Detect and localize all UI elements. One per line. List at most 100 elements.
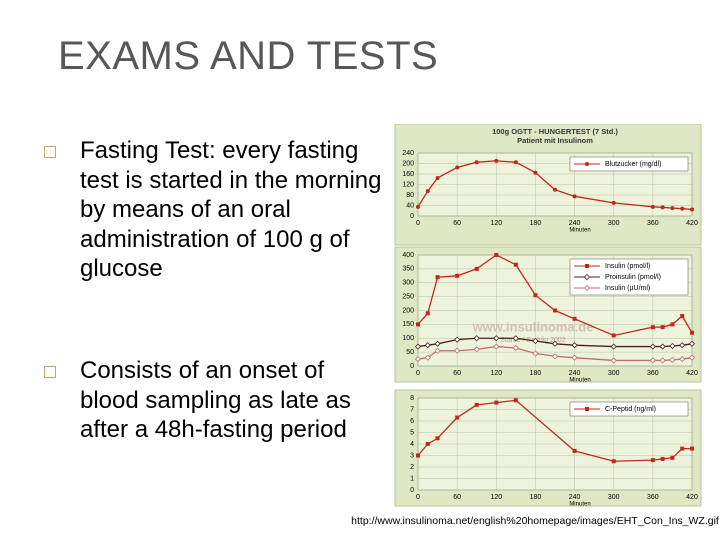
data-point [572, 448, 577, 453]
chart-image: 100g OGTT - HUNGERTEST (7 Std.)Patient m… [394, 124, 702, 508]
y-tick-label: 200 [402, 160, 414, 167]
legend-marker [585, 162, 589, 166]
x-tick-label: 120 [490, 220, 502, 227]
data-point [649, 357, 656, 364]
y-tick-label: 150 [402, 321, 414, 328]
legend-label: Insulin (pmol/l) [605, 263, 651, 270]
data-point [414, 355, 422, 363]
x-tick-label: 120 [490, 494, 502, 501]
data-point [680, 206, 685, 211]
data-point [513, 398, 518, 403]
x-tick-label: 0 [416, 494, 420, 501]
data-point [474, 160, 479, 165]
data-point [416, 322, 420, 327]
annotation: www.insulinoma.de [472, 319, 594, 334]
data-point [611, 333, 616, 338]
y-tick-label: 0 [410, 363, 414, 370]
y-tick-label: 300 [402, 280, 414, 287]
data-point [670, 322, 675, 327]
data-point [532, 350, 539, 357]
x-tick-label: 240 [569, 494, 581, 501]
data-point [679, 355, 686, 363]
data-point [571, 354, 578, 361]
x-tick-label: 240 [569, 220, 581, 227]
data-point [513, 160, 518, 165]
legend-label: Blutzucker (mg/dl) [605, 161, 661, 168]
x-tick-label: 420 [686, 220, 698, 227]
data-point [473, 346, 480, 353]
data-point [649, 343, 656, 350]
y-tick-label: 3 [410, 452, 414, 459]
data-point [688, 340, 696, 347]
data-point [494, 400, 499, 405]
data-point [512, 335, 519, 342]
y-tick-label: 240 [402, 150, 414, 157]
data-point [455, 415, 460, 420]
series-line [417, 337, 693, 348]
y-tick-label: 250 [402, 293, 414, 300]
data-point [425, 189, 430, 194]
bullet-text: Consists of an onset of blood sampling a… [80, 357, 351, 443]
data-point [571, 342, 578, 349]
data-point [455, 165, 460, 170]
x-tick-label: 60 [453, 494, 461, 501]
x-tick-label: 300 [608, 494, 620, 501]
x-axis-label: Minuten [569, 378, 590, 384]
data-point [551, 340, 559, 347]
x-tick-label: 180 [530, 220, 542, 227]
x-tick-label: 180 [530, 370, 542, 377]
legend [569, 401, 689, 417]
x-tick-label: 240 [569, 370, 581, 377]
x-tick-label: 60 [453, 370, 461, 377]
y-tick-label: 5 [410, 429, 414, 436]
data-point [435, 436, 440, 441]
data-point [670, 455, 675, 460]
y-tick-label: 50 [406, 349, 414, 356]
legend [569, 156, 689, 172]
legend-marker [585, 264, 589, 268]
data-point [435, 275, 440, 280]
legend-marker [583, 273, 591, 281]
data-point [660, 205, 665, 210]
y-tick-label: 6 [410, 418, 414, 425]
x-axis-label: Minuten [569, 502, 590, 508]
data-point [513, 262, 518, 267]
data-point [493, 335, 500, 342]
data-point [533, 170, 538, 175]
y-tick-label: 80 [406, 192, 414, 199]
x-tick-label: 360 [647, 370, 659, 377]
data-point [669, 356, 676, 363]
data-point [416, 453, 420, 458]
x-tick-label: 420 [686, 370, 698, 377]
y-tick-label: 100 [402, 335, 414, 342]
data-point [416, 204, 420, 209]
data-point [690, 207, 694, 212]
x-tick-label: 360 [647, 220, 659, 227]
data-point [435, 175, 440, 180]
data-point [690, 330, 694, 335]
chart-subtitle: Patient mit Insulinom [517, 136, 593, 145]
y-tick-label: 200 [402, 307, 414, 314]
y-tick-label: 0 [410, 213, 414, 220]
legend-marker [585, 407, 589, 411]
x-tick-label: 0 [416, 370, 420, 377]
data-point [680, 314, 685, 319]
data-point [659, 343, 666, 350]
data-point [611, 459, 616, 464]
data-point [493, 343, 500, 350]
data-point [454, 336, 461, 343]
slide-title: EXAMS AND TESTS [58, 34, 439, 78]
data-point [455, 273, 460, 278]
data-point [610, 357, 617, 364]
x-tick-label: 300 [608, 220, 620, 227]
data-point [659, 357, 666, 364]
data-point [660, 456, 665, 461]
y-tick-label: 0 [410, 487, 414, 494]
legend-label: C-Peptid (ng/ml) [605, 406, 656, 413]
x-tick-label: 180 [530, 494, 542, 501]
data-point [454, 347, 461, 354]
legend-marker [583, 284, 591, 292]
x-tick-label: 300 [608, 370, 620, 377]
data-point [494, 158, 499, 163]
data-point [611, 200, 616, 205]
